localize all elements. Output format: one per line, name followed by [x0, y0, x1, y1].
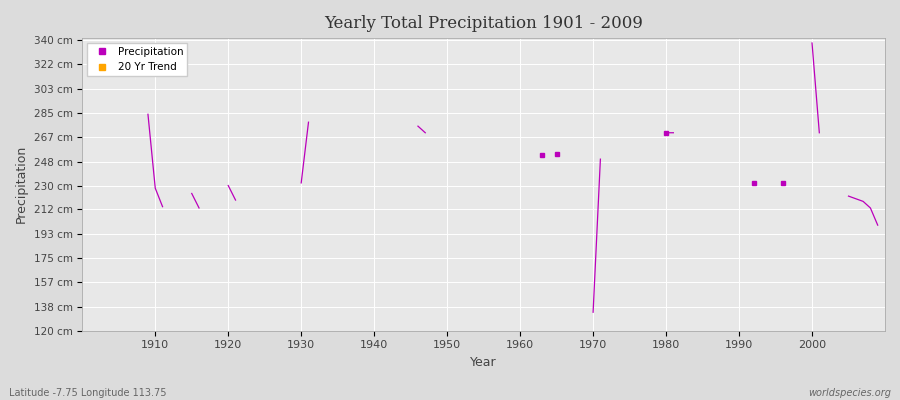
X-axis label: Year: Year [471, 356, 497, 369]
Text: worldspecies.org: worldspecies.org [808, 388, 891, 398]
Legend: Precipitation, 20 Yr Trend: Precipitation, 20 Yr Trend [87, 43, 187, 76]
Y-axis label: Precipitation: Precipitation [15, 145, 28, 223]
Text: Latitude -7.75 Longitude 113.75: Latitude -7.75 Longitude 113.75 [9, 388, 166, 398]
Title: Yearly Total Precipitation 1901 - 2009: Yearly Total Precipitation 1901 - 2009 [324, 15, 644, 32]
